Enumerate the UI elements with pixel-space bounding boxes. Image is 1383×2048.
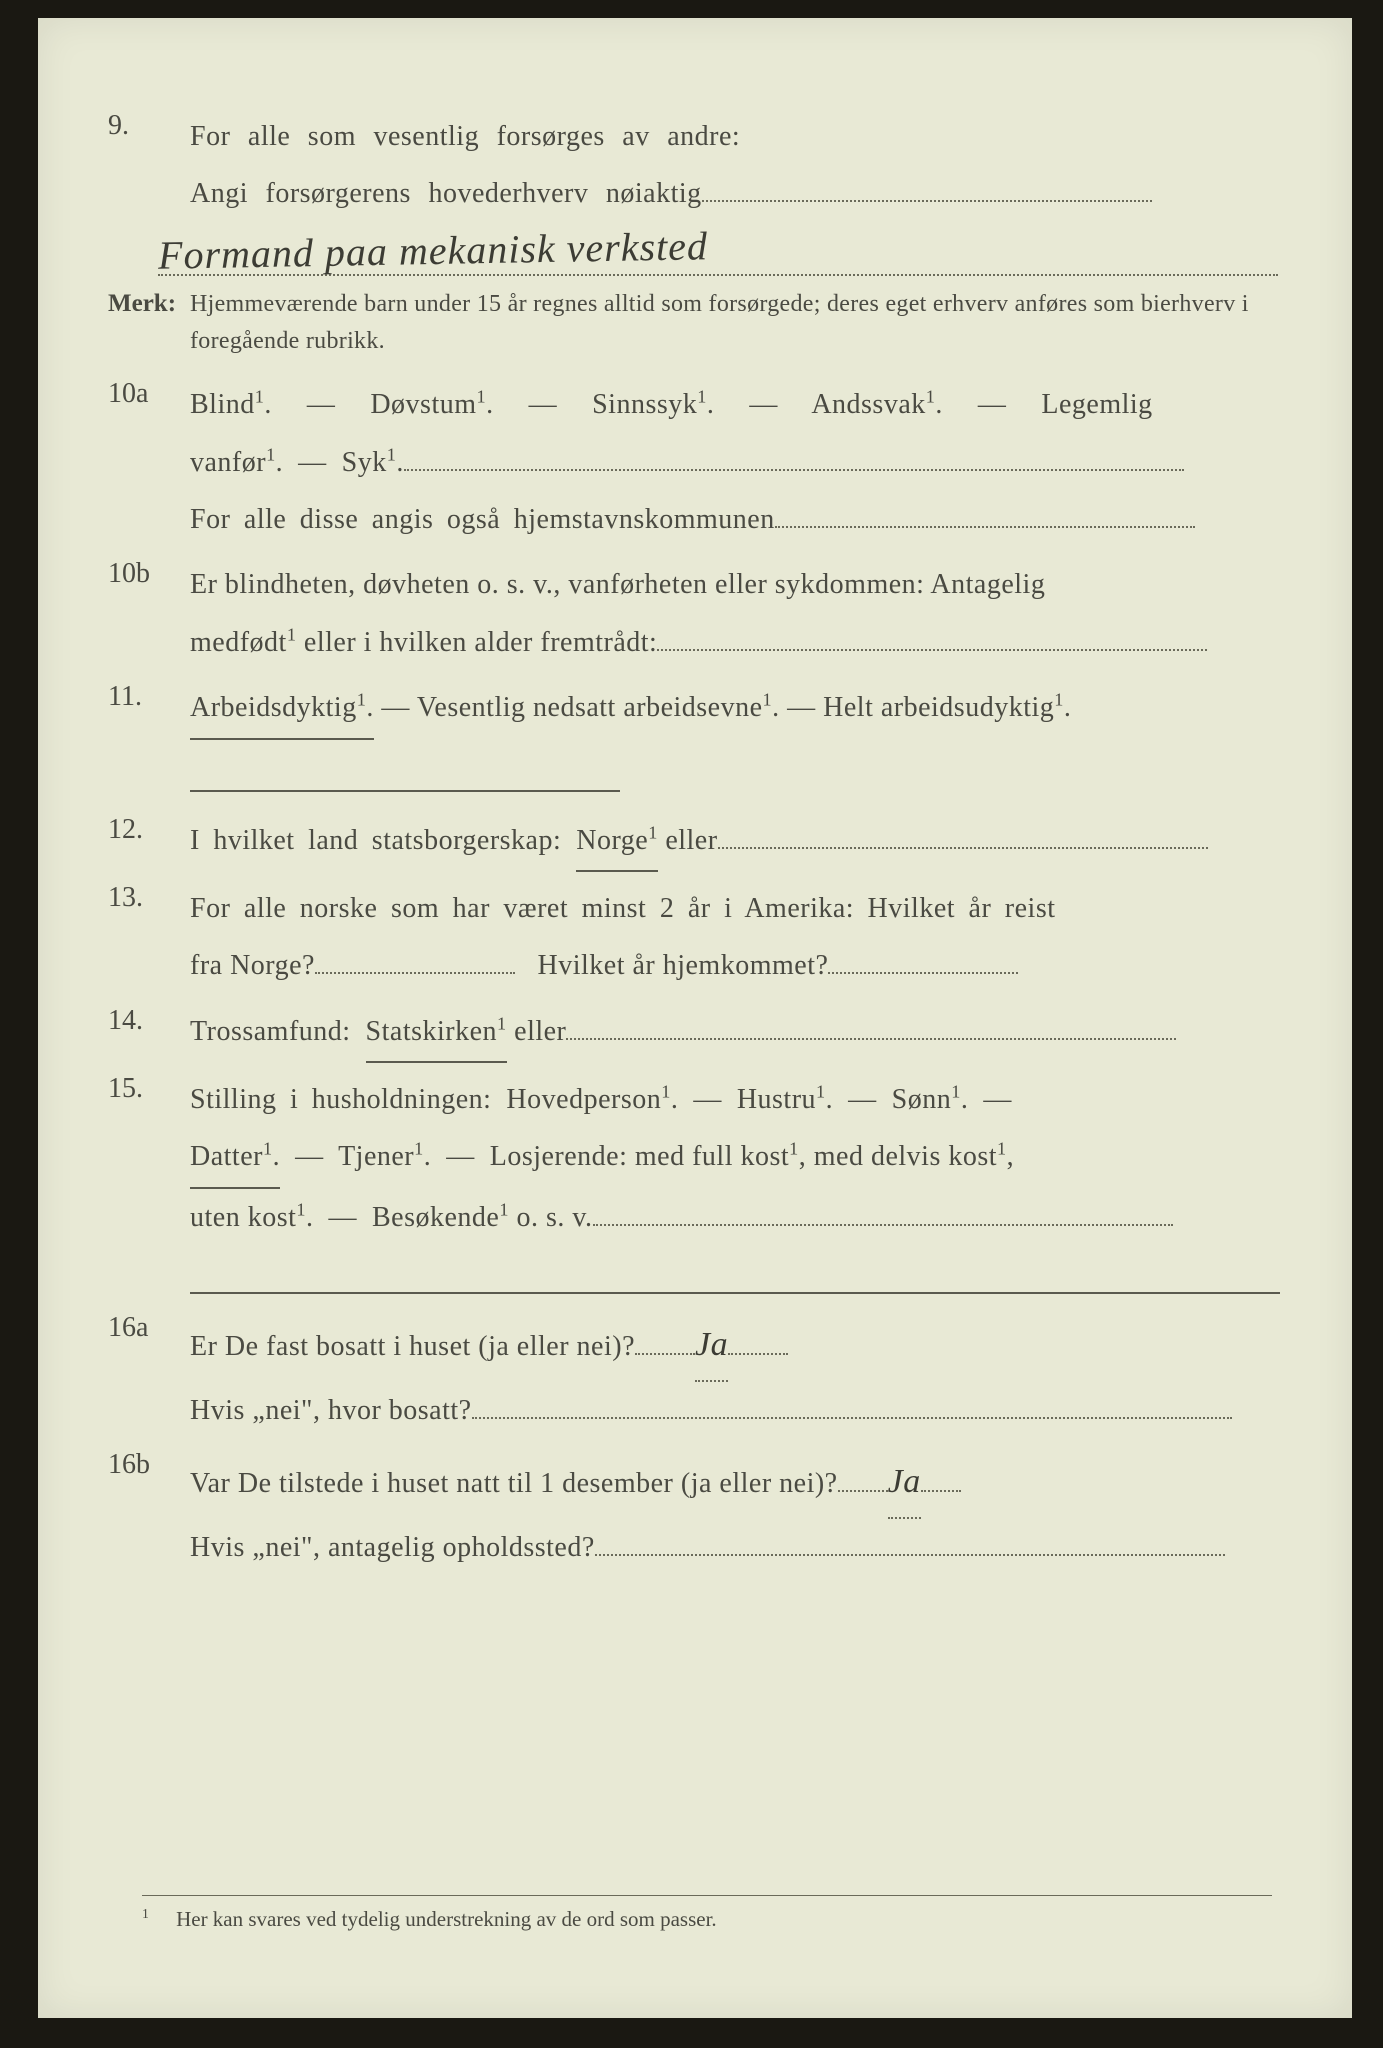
q10b-text-a: Er blindheten, døvheten o. s. v., vanfør… (190, 569, 1045, 600)
q9-answer-line: Formand paa mekanisk verksted (158, 227, 1278, 276)
question-11: 11. Arbeidsdyktig1. — Vesentlig nedsatt … (108, 679, 1282, 739)
census-form-page: 9. For alle som vesentlig forsørges av a… (38, 18, 1352, 2018)
q11-blank-line (190, 758, 620, 792)
q12-text-b: eller (665, 825, 717, 856)
question-15: 15. Stilling i husholdningen: Hovedperso… (108, 1071, 1282, 1246)
q14-content: Trossamfund: Statskirken1 eller (190, 1003, 1282, 1063)
q15-opt-underlined: Datter1. (190, 1128, 280, 1188)
q16a-text-b: Hvis „nei", hvor bosatt? (190, 1395, 472, 1426)
q16b-handwritten: Ja (888, 1447, 921, 1519)
question-10b: 10b Er blindheten, døvheten o. s. v., va… (108, 556, 1282, 671)
q13-text-b: fra Norge? (190, 950, 315, 981)
q16a-number: 16a (108, 1310, 190, 1344)
footnote-marker: 1 (142, 1906, 149, 1921)
q16b-text-b: Hvis „nei", antagelig opholdssted? (190, 1532, 595, 1563)
q16a-content: Er De fast bosatt i huset (ja eller nei)… (190, 1310, 1282, 1439)
question-16b: 16b Var De tilstede i huset natt til 1 d… (108, 1447, 1282, 1576)
q11-number: 11. (108, 679, 190, 713)
q13-text-c: Hvilket år hjemkommet? (537, 950, 828, 981)
q12-content: I hvilket land statsborgerskap: Norge1 e… (190, 812, 1282, 872)
q11-opt2: Vesentlig nedsatt arbeidsevne1. (417, 692, 780, 723)
q14-opt-underlined: Statskirken1 (366, 1003, 507, 1063)
q10a-line2: For alle disse angis også hjemstavnskomm… (190, 504, 775, 535)
q10b-number: 10b (108, 556, 190, 590)
q16b-number: 16b (108, 1447, 190, 1481)
q10a-number: 10a (108, 376, 190, 410)
q15-number: 15. (108, 1071, 190, 1105)
q16b-content: Var De tilstede i huset natt til 1 desem… (190, 1447, 1282, 1576)
q10a-options-cont: vanfør1. — Syk1. (190, 447, 404, 478)
q13-number: 13. (108, 880, 190, 914)
merk-label: Merk: (108, 286, 190, 318)
q10b-text-b: medfødt1 eller i hvilken alder fremtrådt… (190, 627, 657, 658)
q15-opts2: Tjener1. — Losjerende: med full kost1, m… (338, 1141, 1014, 1172)
q9-handwritten: Formand paa mekanisk verksted (158, 222, 709, 279)
q12-opt-underlined: Norge1 (576, 812, 658, 872)
q11-opt3: Helt arbeidsudyktig1. (823, 692, 1071, 723)
question-13: 13. For alle norske som har været minst … (108, 880, 1282, 995)
q15-content: Stilling i husholdningen: Hovedperson1. … (190, 1071, 1282, 1246)
footnote: 1 Her kan svares ved tydelig understrekn… (142, 1895, 1272, 1932)
question-12: 12. I hvilket land statsborgerskap: Norg… (108, 812, 1282, 872)
q12-text-a: I hvilket land statsborgerskap: (190, 825, 561, 856)
question-10a: 10a Blind1. — Døvstum1. — Sinnssyk1. — A… (108, 376, 1282, 548)
q10a-content: Blind1. — Døvstum1. — Sinnssyk1. — Andss… (190, 376, 1282, 548)
q16a-handwritten: Ja (695, 1310, 728, 1382)
q16a-text-a: Er De fast bosatt i huset (ja eller nei)… (190, 1331, 635, 1362)
q16b-text-a: Var De tilstede i huset natt til 1 desem… (190, 1468, 838, 1499)
q10b-content: Er blindheten, døvheten o. s. v., vanfør… (190, 556, 1282, 671)
merk-note: Merk: Hjemmeværende barn under 15 år reg… (108, 286, 1282, 360)
q15-text-a: Stilling i husholdningen: (190, 1084, 491, 1115)
q15-blank-line (190, 1260, 1280, 1294)
q11-content: Arbeidsdyktig1. — Vesentlig nedsatt arbe… (190, 679, 1282, 739)
q9-number: 9. (108, 108, 190, 142)
q9-line1: For alle som vesentlig forsørges av andr… (190, 121, 740, 152)
q12-number: 12. (108, 812, 190, 846)
q14-text-b: eller (514, 1016, 566, 1047)
q13-text-a: For alle norske som har været minst 2 år… (190, 893, 1056, 924)
question-16a: 16a Er De fast bosatt i huset (ja eller … (108, 1310, 1282, 1439)
q14-text-a: Trossamfund: (190, 1016, 351, 1047)
q15-line3: uten kost1. — Besøkende1 o. s. v. (190, 1202, 593, 1233)
q11-opt1-underlined: Arbeidsdyktig1. (190, 679, 374, 739)
q9-content: For alle som vesentlig forsørges av andr… (190, 108, 1282, 223)
q10a-options: Blind1. — Døvstum1. — Sinnssyk1. — Andss… (190, 389, 1153, 420)
q9-line2: Angi forsørgerens hovederhverv nøiaktig (190, 178, 702, 209)
merk-text: Hjemmeværende barn under 15 år regnes al… (190, 286, 1282, 360)
question-9: 9. For alle som vesentlig forsørges av a… (108, 108, 1282, 223)
question-14: 14. Trossamfund: Statskirken1 eller (108, 1003, 1282, 1063)
q13-content: For alle norske som har været minst 2 år… (190, 880, 1282, 995)
q14-number: 14. (108, 1003, 190, 1037)
footnote-text: Her kan svares ved tydelig understreknin… (176, 1907, 717, 1931)
q15-opts: Hovedperson1. — Hustru1. — Sønn1. — (506, 1084, 1011, 1115)
